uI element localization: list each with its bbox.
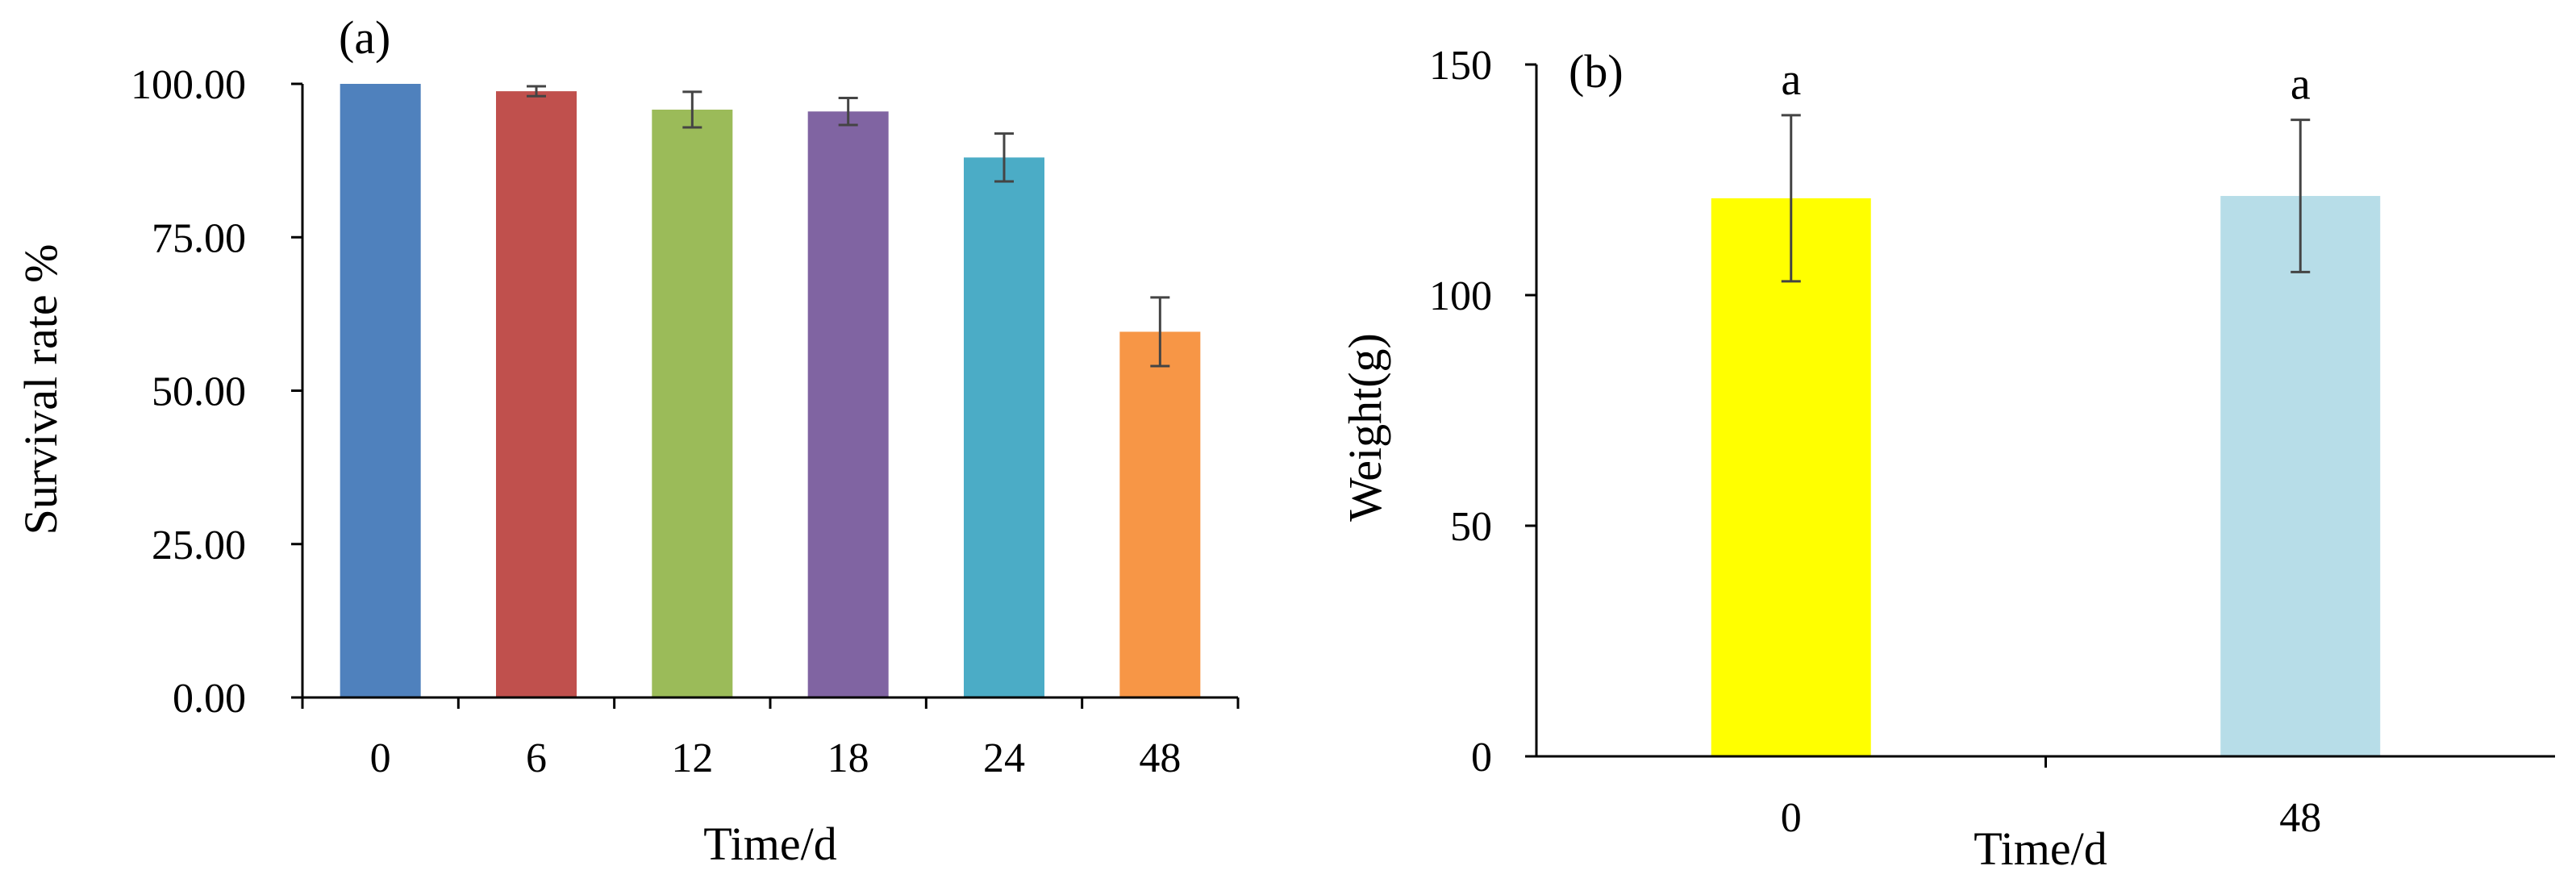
- y-tick-label-b-1: 50: [1450, 504, 1492, 550]
- bar-a-18: [807, 111, 889, 697]
- error-bar-b-48: [2290, 119, 2311, 273]
- y-tick-label-b-2: 100: [1429, 273, 1492, 319]
- error-bar-a-6: [527, 85, 546, 98]
- bar-a-24: [964, 157, 1044, 697]
- x-tick-label-b-0: 0: [1781, 795, 1802, 841]
- bar-a-12: [652, 109, 733, 697]
- bar-a-48: [1119, 331, 1201, 697]
- y-tick-label-b-3: 150: [1429, 43, 1492, 89]
- error-bar-b-0: [1781, 114, 1801, 283]
- panel-b-label: (b): [1569, 45, 1624, 98]
- panel-a-x-tick-labels: 0 6 12 18 24 48: [370, 735, 1182, 781]
- bar-b-48: [2220, 196, 2381, 756]
- y-tick-label-b-0: 0: [1471, 735, 1492, 781]
- error-bar-a-48: [1150, 296, 1170, 368]
- error-bar-a-18: [838, 97, 858, 127]
- panel-b-y-tick-labels: 0 50 100 150: [1429, 43, 1492, 781]
- y-tick-label-a-2: 50.00: [152, 369, 246, 415]
- panel-b-error-bars: [1781, 114, 2311, 283]
- x-tick-label-a-6: 6: [526, 735, 547, 781]
- panel-a-x-axis-title: Time/d: [703, 818, 836, 870]
- panel-b-x-tick-labels: 0 48: [1781, 795, 2322, 841]
- panel-b-axes: [1525, 63, 2555, 768]
- y-tick-label-a-1: 25.00: [152, 523, 246, 568]
- x-tick-label-a-18: 18: [827, 735, 869, 781]
- panel-b-bars: [1711, 196, 2381, 756]
- y-tick-label-a-4: 100.00: [131, 62, 246, 108]
- x-tick-label-a-12: 12: [671, 735, 713, 781]
- panel-a-error-bars: [527, 85, 1170, 368]
- panel-a-survival-chart: 0.00 25.00 50.00 75.00 100.00 0 6 12 18 24 48 (a)…: [15, 11, 1240, 870]
- significance-letter-48: a: [2290, 60, 2311, 110]
- bar-a-6: [496, 91, 577, 697]
- bar-a-0: [340, 84, 421, 697]
- y-tick-label-a-3: 75.00: [152, 215, 246, 261]
- y-tick-label-a-0: 0.00: [173, 676, 246, 722]
- panel-b-y-axis-title: Weight(g): [1339, 333, 1391, 522]
- bar-b-0: [1711, 198, 1871, 756]
- panel-b-x-axis-title: Time/d: [1974, 822, 2107, 875]
- x-tick-label-b-48: 48: [2279, 795, 2321, 841]
- panel-a-label: (a): [339, 11, 390, 64]
- panel-a-y-tick-labels: 0.00 25.00 50.00 75.00 100.00: [131, 62, 246, 722]
- error-bar-a-24: [994, 132, 1014, 183]
- x-tick-label-a-24: 24: [983, 735, 1025, 781]
- panel-a-bars: [340, 84, 1201, 697]
- error-bar-a-12: [682, 90, 702, 129]
- significance-letter-0: a: [1781, 55, 1801, 105]
- panel-a-axes: [291, 82, 1240, 709]
- panel-a-y-axis-title: Survival rate %: [15, 244, 67, 535]
- x-tick-label-a-48: 48: [1139, 735, 1181, 781]
- x-tick-label-a-0: 0: [370, 735, 391, 781]
